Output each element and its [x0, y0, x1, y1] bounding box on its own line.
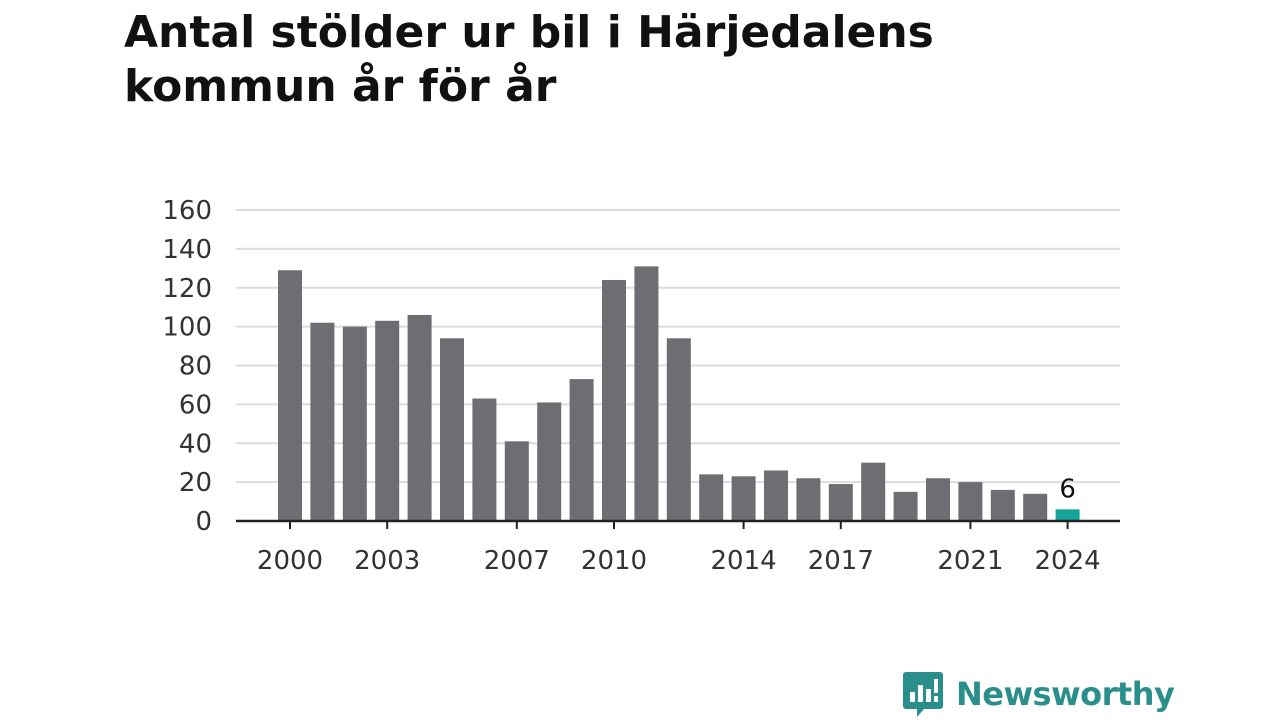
y-tick-label-20: 20 [179, 468, 212, 498]
x-tick-label-2007: 2007 [484, 546, 550, 576]
bar-2014 [731, 476, 756, 521]
bar-2003 [375, 320, 400, 521]
x-tick-label-2000: 2000 [257, 546, 323, 576]
data-label-2024: 6 [1059, 474, 1076, 504]
bar-2018 [861, 462, 886, 521]
x-tick-label-2021: 2021 [937, 546, 1003, 576]
bar-2015 [764, 470, 788, 521]
bar-2010 [602, 279, 626, 521]
x-tick-label-2010: 2010 [581, 546, 647, 576]
y-tick-label-60: 60 [179, 390, 212, 420]
chart-title: Antal stölder ur bil i Härjedalens kommu… [124, 7, 934, 112]
annotations: 6 [1059, 474, 1076, 504]
x-axis: 2000 2003 2007 2010 2014 2017 2021 2024 [236, 519, 1120, 576]
x-tick-label-2014: 2014 [711, 546, 777, 576]
bar-2004 [407, 314, 432, 521]
bar-2007 [504, 441, 529, 521]
x-tick-label-2017: 2017 [808, 546, 874, 576]
y-tick-label-120: 120 [162, 274, 212, 304]
y-axis-labels: 0 20 40 60 80 100 120 140 160 [162, 196, 212, 537]
bar-2005 [440, 338, 464, 521]
brand-logo: Newsworthy [902, 670, 1175, 718]
y-tick-label-140: 140 [162, 235, 212, 265]
brand-name: Newsworthy [956, 675, 1175, 713]
newsworthy-logo-icon [903, 672, 943, 717]
x-tick-label-2003: 2003 [354, 546, 420, 576]
x-tick-label-2024: 2024 [1035, 546, 1101, 576]
bar-2017 [828, 484, 853, 521]
bar-2019 [893, 491, 918, 521]
bar-2008 [537, 402, 562, 521]
bar-2024 [1055, 509, 1080, 521]
bar-2020 [926, 478, 950, 521]
bar-2021 [958, 482, 983, 521]
bar-2011 [634, 266, 659, 521]
y-tick-label-40: 40 [179, 429, 212, 459]
bar-2000 [278, 270, 302, 521]
bar-2012 [666, 338, 691, 521]
bar-2016 [796, 478, 821, 521]
bar-2023 [1023, 493, 1048, 521]
bar-2022 [990, 489, 1015, 521]
y-tick-label-80: 80 [179, 352, 212, 382]
bar-2013 [699, 474, 724, 521]
bars [278, 266, 1080, 521]
y-tick-label-160: 160 [162, 196, 212, 226]
bar-2006 [472, 398, 497, 521]
bar-2009 [569, 379, 594, 521]
y-tick-label-0: 0 [195, 507, 212, 537]
bar-2002 [342, 326, 367, 521]
bar-2001 [310, 322, 335, 521]
y-tick-label-100: 100 [162, 313, 212, 343]
